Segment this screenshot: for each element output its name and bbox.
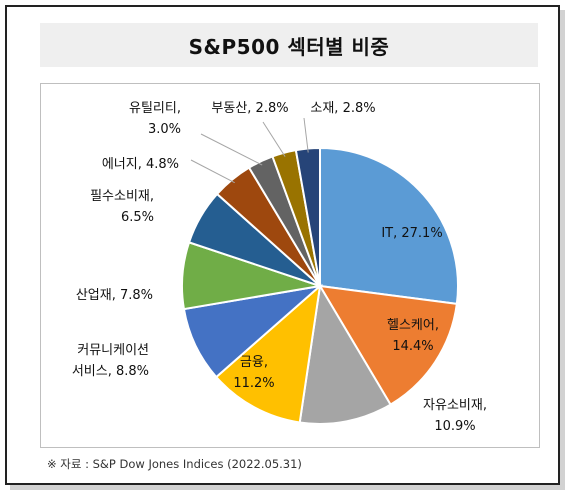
slice-label-8: 유틸리티, 3.0% <box>129 101 181 137</box>
pie-chart: IT, 27.1% 헬스케어, 14.4% 자유소비재, 10.9% 금융, 11.2% 커뮤… <box>72 101 487 434</box>
leader-line-7 <box>190 159 235 184</box>
slice-label-0: IT, 27.1% <box>381 226 442 241</box>
slice-label-6: 필수소비재, 6.5% <box>90 189 154 225</box>
pie-slice-3 <box>214 283 322 424</box>
pie-slice-0 <box>319 146 459 306</box>
slice-label-7: 에너지, 4.8% <box>102 157 179 172</box>
slice-label-5: 산업재, 7.8% <box>76 288 153 303</box>
slice-label-2: 자유소비재, 10.9% <box>423 398 487 434</box>
source-note: ※ 자료 : S&P Dow Jones Indices (2022.05.31… <box>47 457 302 471</box>
slice-label-9: 부동산, 2.8% <box>211 101 288 116</box>
chart-area: IT, 27.1% 헬스케어, 14.4% 자유소비재, 10.9% 금융, 11.2% 커뮤… <box>40 83 540 448</box>
pie-slice-1 <box>318 284 458 406</box>
leader-line-9 <box>262 121 286 157</box>
leader-line-10 <box>303 117 309 153</box>
slice-label-10: 소재, 2.8% <box>310 101 375 116</box>
chart-title: S&P500 섹터별 비중 <box>188 34 390 59</box>
slice-label-4: 커뮤니케이션 서비스, 8.8% <box>72 343 149 379</box>
slice-label-3: 금융, 11.2% <box>233 355 274 391</box>
pie-slice-2 <box>298 283 392 425</box>
title-bar: S&P500 섹터별 비중 <box>40 23 538 67</box>
slice-label-1: 헬스케어, 14.4% <box>387 318 439 354</box>
leader-line-8 <box>200 133 263 166</box>
